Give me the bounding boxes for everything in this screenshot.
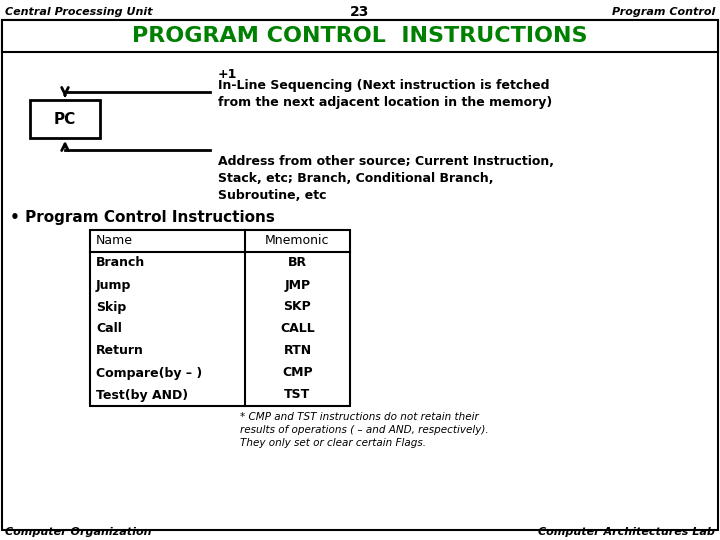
Text: Computer Architectures Lab: Computer Architectures Lab [538, 527, 715, 537]
Text: Central Processing Unit: Central Processing Unit [5, 7, 153, 17]
Text: Mnemonic: Mnemonic [265, 234, 330, 247]
Text: Return: Return [96, 345, 144, 357]
Text: Address from other source; Current Instruction,
Stack, etc; Branch, Conditional : Address from other source; Current Instr… [218, 155, 554, 202]
Text: CALL: CALL [280, 322, 315, 335]
Text: PROGRAM CONTROL  INSTRUCTIONS: PROGRAM CONTROL INSTRUCTIONS [132, 26, 588, 46]
Text: PC: PC [54, 111, 76, 126]
Bar [90, 230, 350, 406]
Text: Name: Name [96, 234, 133, 247]
Text: * CMP and TST instructions do not retain their
results of operations ( – and AND: * CMP and TST instructions do not retain… [240, 412, 489, 448]
Text: Call: Call [96, 322, 122, 335]
Text: 23: 23 [351, 5, 369, 19]
Text: Compare(by – ): Compare(by – ) [96, 367, 202, 380]
Text: Program Control: Program Control [611, 7, 715, 17]
Text: Jump: Jump [96, 279, 131, 292]
Text: RTN: RTN [284, 345, 312, 357]
Text: Skip: Skip [96, 300, 126, 314]
Bar [2, 20, 718, 52]
Text: BR: BR [288, 256, 307, 269]
Text: Test(by AND): Test(by AND) [96, 388, 188, 402]
Text: Computer Organization: Computer Organization [5, 527, 151, 537]
Text: +1: +1 [218, 68, 238, 81]
Text: • Program Control Instructions: • Program Control Instructions [10, 210, 275, 225]
Text: SKP: SKP [284, 300, 311, 314]
Text: Branch: Branch [96, 256, 145, 269]
Text: JMP: JMP [284, 279, 310, 292]
Text: TST: TST [284, 388, 310, 402]
Bar [30, 100, 100, 138]
Text: In-Line Sequencing (Next instruction is fetched
from the next adjacent location : In-Line Sequencing (Next instruction is … [218, 79, 552, 109]
Text: CMP: CMP [282, 367, 312, 380]
